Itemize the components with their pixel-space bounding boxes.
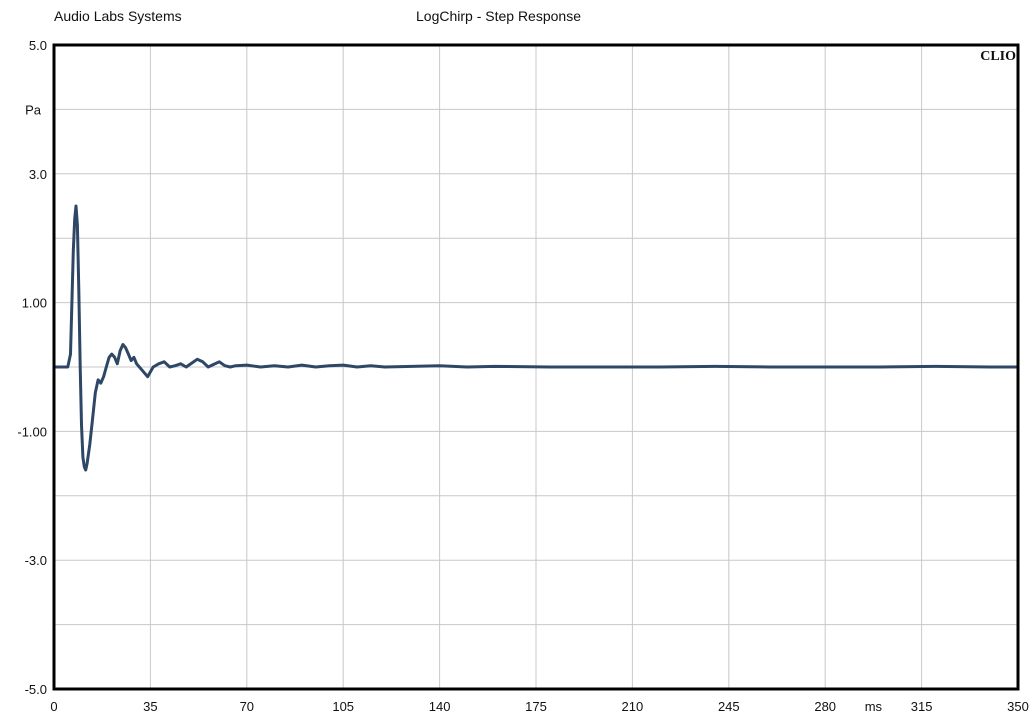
y-axis-unit-label: Pa <box>25 102 42 117</box>
trace-group <box>52 204 1020 472</box>
x-tick-label-6: 210 <box>622 699 644 714</box>
y-axis-ticks: 5.0 3.0 1.00 -1.00 -3.0 -5.0 <box>17 38 47 697</box>
x-tick-label-0: 0 <box>50 699 57 714</box>
x-axis-unit-label: ms <box>865 699 883 714</box>
x-tick-label-7: 245 <box>718 699 740 714</box>
y-tick-label-1: 3.0 <box>29 167 47 182</box>
company-label: Audio Labs Systems <box>54 8 182 24</box>
chart-title: LogChirp - Step Response <box>416 8 581 24</box>
x-tick-label-3: 105 <box>332 699 354 714</box>
x-tick-label-1: 35 <box>143 699 157 714</box>
x-tick-label-8: 280 <box>814 699 836 714</box>
step-response-line-0 <box>52 204 1020 472</box>
x-tick-label-10: 350 <box>1007 699 1029 714</box>
x-tick-label-2: 70 <box>240 699 254 714</box>
y-tick-label-2: 1.00 <box>22 296 47 311</box>
clio-brand-label: CLIO <box>980 49 1016 64</box>
y-tick-label-4: -3.0 <box>25 553 47 568</box>
y-tick-label-5: -5.0 <box>25 682 47 697</box>
x-tick-label-9: 315 <box>911 699 933 714</box>
x-tick-label-5: 175 <box>525 699 547 714</box>
y-tick-label-3: -1.00 <box>17 424 47 439</box>
x-tick-label-4: 140 <box>429 699 451 714</box>
plot-frame <box>52 43 1020 691</box>
grid-lines <box>54 45 1018 689</box>
y-tick-label-0: 5.0 <box>29 38 47 53</box>
x-axis-ticks: 0 35 70 105 140 175 210 245 280 315 350 <box>50 699 1028 714</box>
